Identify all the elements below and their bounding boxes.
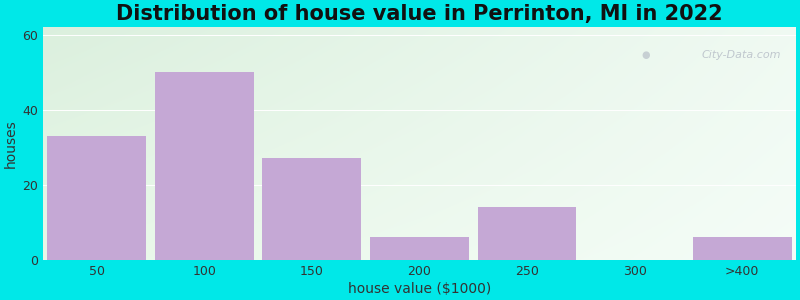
Bar [262,158,362,260]
Bar [47,136,146,260]
Bar [693,237,791,260]
Y-axis label: houses: houses [4,119,18,168]
Title: Distribution of house value in Perrinton, MI in 2022: Distribution of house value in Perrinton… [116,4,722,24]
X-axis label: house value ($1000): house value ($1000) [348,282,491,296]
Text: ●: ● [642,50,650,60]
Bar [155,72,254,260]
Text: City-Data.com: City-Data.com [702,50,781,60]
Bar [478,207,577,260]
Bar [370,237,469,260]
